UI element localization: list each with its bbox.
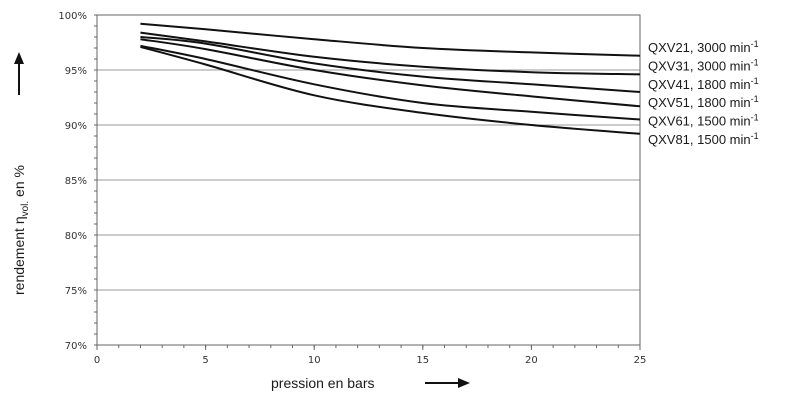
series-line [140,31,641,76]
x-tick-label: 15 [416,355,429,366]
series-label: QXV81, 1500 min-1 [648,131,759,147]
y-tick-label: 80% [65,231,87,242]
plot-area [96,14,641,346]
grid [97,14,640,346]
series-labels: QXV21, 3000 min-1 QXV31, 3000 min-1 QXV41,… [648,39,759,147]
series-label: QXV61, 1500 min-1 [648,113,759,129]
series-label: QXV31, 3000 min-1 [648,57,759,73]
x-axis-arrow-head [458,378,470,388]
y-axis-title: rendement ηvol. en % [11,165,31,295]
series-label: QXV51, 1800 min-1 [648,94,759,110]
y-tick-label: 75% [65,286,87,297]
series-lines [140,22,641,135]
y-tick-label: 100% [58,11,87,22]
x-tick-label: 0 [94,355,100,366]
y-axis-label: rendement ηvol. en % [11,165,31,295]
series-line [140,38,641,108]
x-tick-label: 10 [308,355,321,366]
x-tick-label: 20 [525,355,538,366]
y-axis-arrow [14,52,24,95]
axis-ticks: 70% 75% 80% 85% 90% 95% 100% 0 5 10 15 20 25 [58,11,646,366]
x-tick-label: 5 [202,355,208,366]
x-tick-label: 25 [634,355,647,366]
series-line [140,36,641,93]
y-tick-label: 85% [65,176,87,187]
y-tick-label: 90% [65,121,87,132]
y-axis-arrow-head [14,52,24,64]
x-axis-label: pression en bars [271,375,375,391]
plot-frame [96,14,641,346]
series-label: QXV21, 3000 min-1 [648,39,759,55]
series-label: QXV41, 1800 min-1 [648,76,759,92]
y-tick-label: 70% [65,341,87,352]
y-tick-label: 95% [65,66,87,77]
series-line [140,44,641,121]
series-line [140,45,641,135]
series-line [140,22,641,57]
x-axis-title: pression en bars [271,375,470,391]
